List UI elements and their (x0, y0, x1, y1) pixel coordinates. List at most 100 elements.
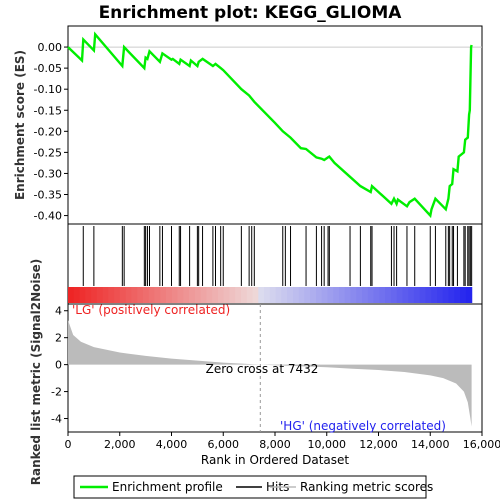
color-bar-segment (454, 287, 461, 303)
color-bar-segment (315, 287, 323, 303)
x-tick-label: 8,000 (259, 438, 291, 451)
enrichment-profile-line (67, 31, 473, 219)
color-bar-segment (206, 287, 213, 303)
es-panel-frame (67, 25, 483, 225)
color-bar-segment (223, 287, 231, 303)
metric-panel: 4 2 0 -2 -4 Zero cross at 7432 'LG' (positiv… (51, 303, 483, 433)
x-axis-label: Rank in Ordered Dataset (201, 453, 349, 467)
x-tick-label: 4,000 (156, 438, 188, 451)
color-bar-segment (350, 287, 357, 303)
color-bar-segment (442, 287, 450, 303)
color-bar-segment (304, 287, 311, 303)
color-bar-segment (275, 287, 282, 303)
color-bar-segment (287, 287, 294, 303)
color-bar-segment (125, 287, 133, 303)
color-bar-segment (102, 287, 109, 303)
color-bar-segment (85, 287, 92, 303)
color-bar-segment (235, 287, 242, 303)
color-bar-segment (281, 287, 288, 303)
metric-y-tick-label: -2 (51, 386, 62, 399)
color-bar-segment (419, 287, 427, 303)
color-bar-segment (73, 287, 81, 303)
x-axis-ticks: 0 2,000 4,000 6,000 8,000 10,000 12,000 14,000 1… (65, 432, 500, 451)
x-tick-label: 10,000 (308, 438, 347, 451)
color-bar-segment (292, 287, 300, 303)
color-bar-segment (189, 287, 196, 303)
color-bar-segment (246, 287, 254, 303)
metric-y-label: Ranked list metric (Signal2Noise) (29, 259, 43, 486)
legend-label-enrichment: Enrichment profile (112, 480, 223, 494)
color-bar-segment (327, 287, 334, 303)
color-bar-segment (183, 287, 190, 303)
color-bar-segment (108, 287, 115, 303)
color-bar-segment (298, 287, 306, 303)
x-tick-label: 12,000 (359, 438, 398, 451)
color-bar-segment (119, 287, 127, 303)
color-bar-segment (114, 287, 121, 303)
color-bar-segment (166, 287, 173, 303)
es-y-tick-label: -0.30 (34, 167, 62, 180)
color-bar-segment (194, 287, 202, 303)
color-bar-segment (356, 287, 363, 303)
es-panel: 0.00 -0.05 -0.10 -0.15 -0.20 -0.25 -0.30 -0.35 -… (34, 25, 483, 225)
color-bar-segment (367, 287, 375, 303)
color-bar-segment (154, 287, 161, 303)
color-bar-segment (344, 287, 352, 303)
color-bar-segment (264, 287, 271, 303)
color-bar-segment (200, 287, 207, 303)
color-bar-segment (142, 287, 150, 303)
hit-marks (82, 226, 473, 286)
color-bar-segment (437, 287, 444, 303)
es-y-tick-label: -0.25 (34, 146, 62, 159)
color-bar-segment (373, 287, 380, 303)
color-bar-segment (385, 287, 392, 303)
color-bar-segment (171, 287, 179, 303)
color-bar-segment (177, 287, 184, 303)
zero-cross-label: Zero cross at 7432 (206, 362, 319, 376)
legend: Enrichment profile Hits Ranking metric s… (73, 475, 433, 499)
es-y-tick-label: 0.00 (38, 41, 63, 54)
metric-y-tick-label: -4 (51, 413, 62, 426)
color-bar-segment (269, 287, 277, 303)
color-bar-segment (339, 287, 346, 303)
color-bar-segment (68, 287, 75, 303)
color-bar-segment (408, 287, 415, 303)
color-bar-segment (96, 287, 104, 303)
negative-correlation-label: 'HG' (negatively correlated) (280, 419, 446, 433)
color-bar-segment (212, 287, 219, 303)
metric-y-ticks: 4 2 0 -2 -4 (51, 305, 68, 426)
positive-correlation-label: 'LG' (positively correlated) (72, 303, 230, 317)
color-bar-segment (91, 287, 98, 303)
x-tick-label: 6,000 (208, 438, 240, 451)
metric-y-tick-label: 2 (55, 332, 62, 345)
x-tick-label: 16,000 (463, 438, 500, 451)
es-y-ticks: 0.00 -0.05 -0.10 -0.15 -0.20 -0.25 -0.30 -0.35 -… (34, 41, 68, 223)
es-y-tick-label: -0.40 (34, 210, 62, 223)
legend-label-metric: Ranking metric scores (300, 480, 433, 494)
color-bar-segment (240, 287, 248, 303)
x-tick-label: 0 (65, 438, 72, 451)
color-bar-segment (425, 287, 432, 303)
color-bar-segment (333, 287, 340, 303)
hits-panel (67, 223, 483, 305)
color-bar-segment (431, 287, 438, 303)
color-bar-segment (229, 287, 236, 303)
color-bar-segment (402, 287, 409, 303)
color-bar-segment (148, 287, 156, 303)
color-bar-segment (310, 287, 317, 303)
color-bar-segment (460, 287, 467, 303)
chart-title: Enrichment plot: KEGG_GLIOMA (99, 3, 403, 23)
es-y-tick-label: -0.05 (34, 62, 62, 75)
metric-y-tick-label: 4 (55, 305, 62, 318)
color-bar-segment (413, 287, 421, 303)
color-bar-segment (137, 287, 144, 303)
color-bar-segment (252, 287, 259, 303)
metric-y-tick-label: 0 (55, 359, 62, 372)
es-y-tick-label: -0.10 (34, 83, 62, 96)
color-bar-segment (217, 287, 225, 303)
x-tick-label: 14,000 (411, 438, 450, 451)
color-bar-segment (321, 287, 329, 303)
rank-color-bar (68, 287, 473, 303)
color-bar-segment (258, 287, 265, 303)
